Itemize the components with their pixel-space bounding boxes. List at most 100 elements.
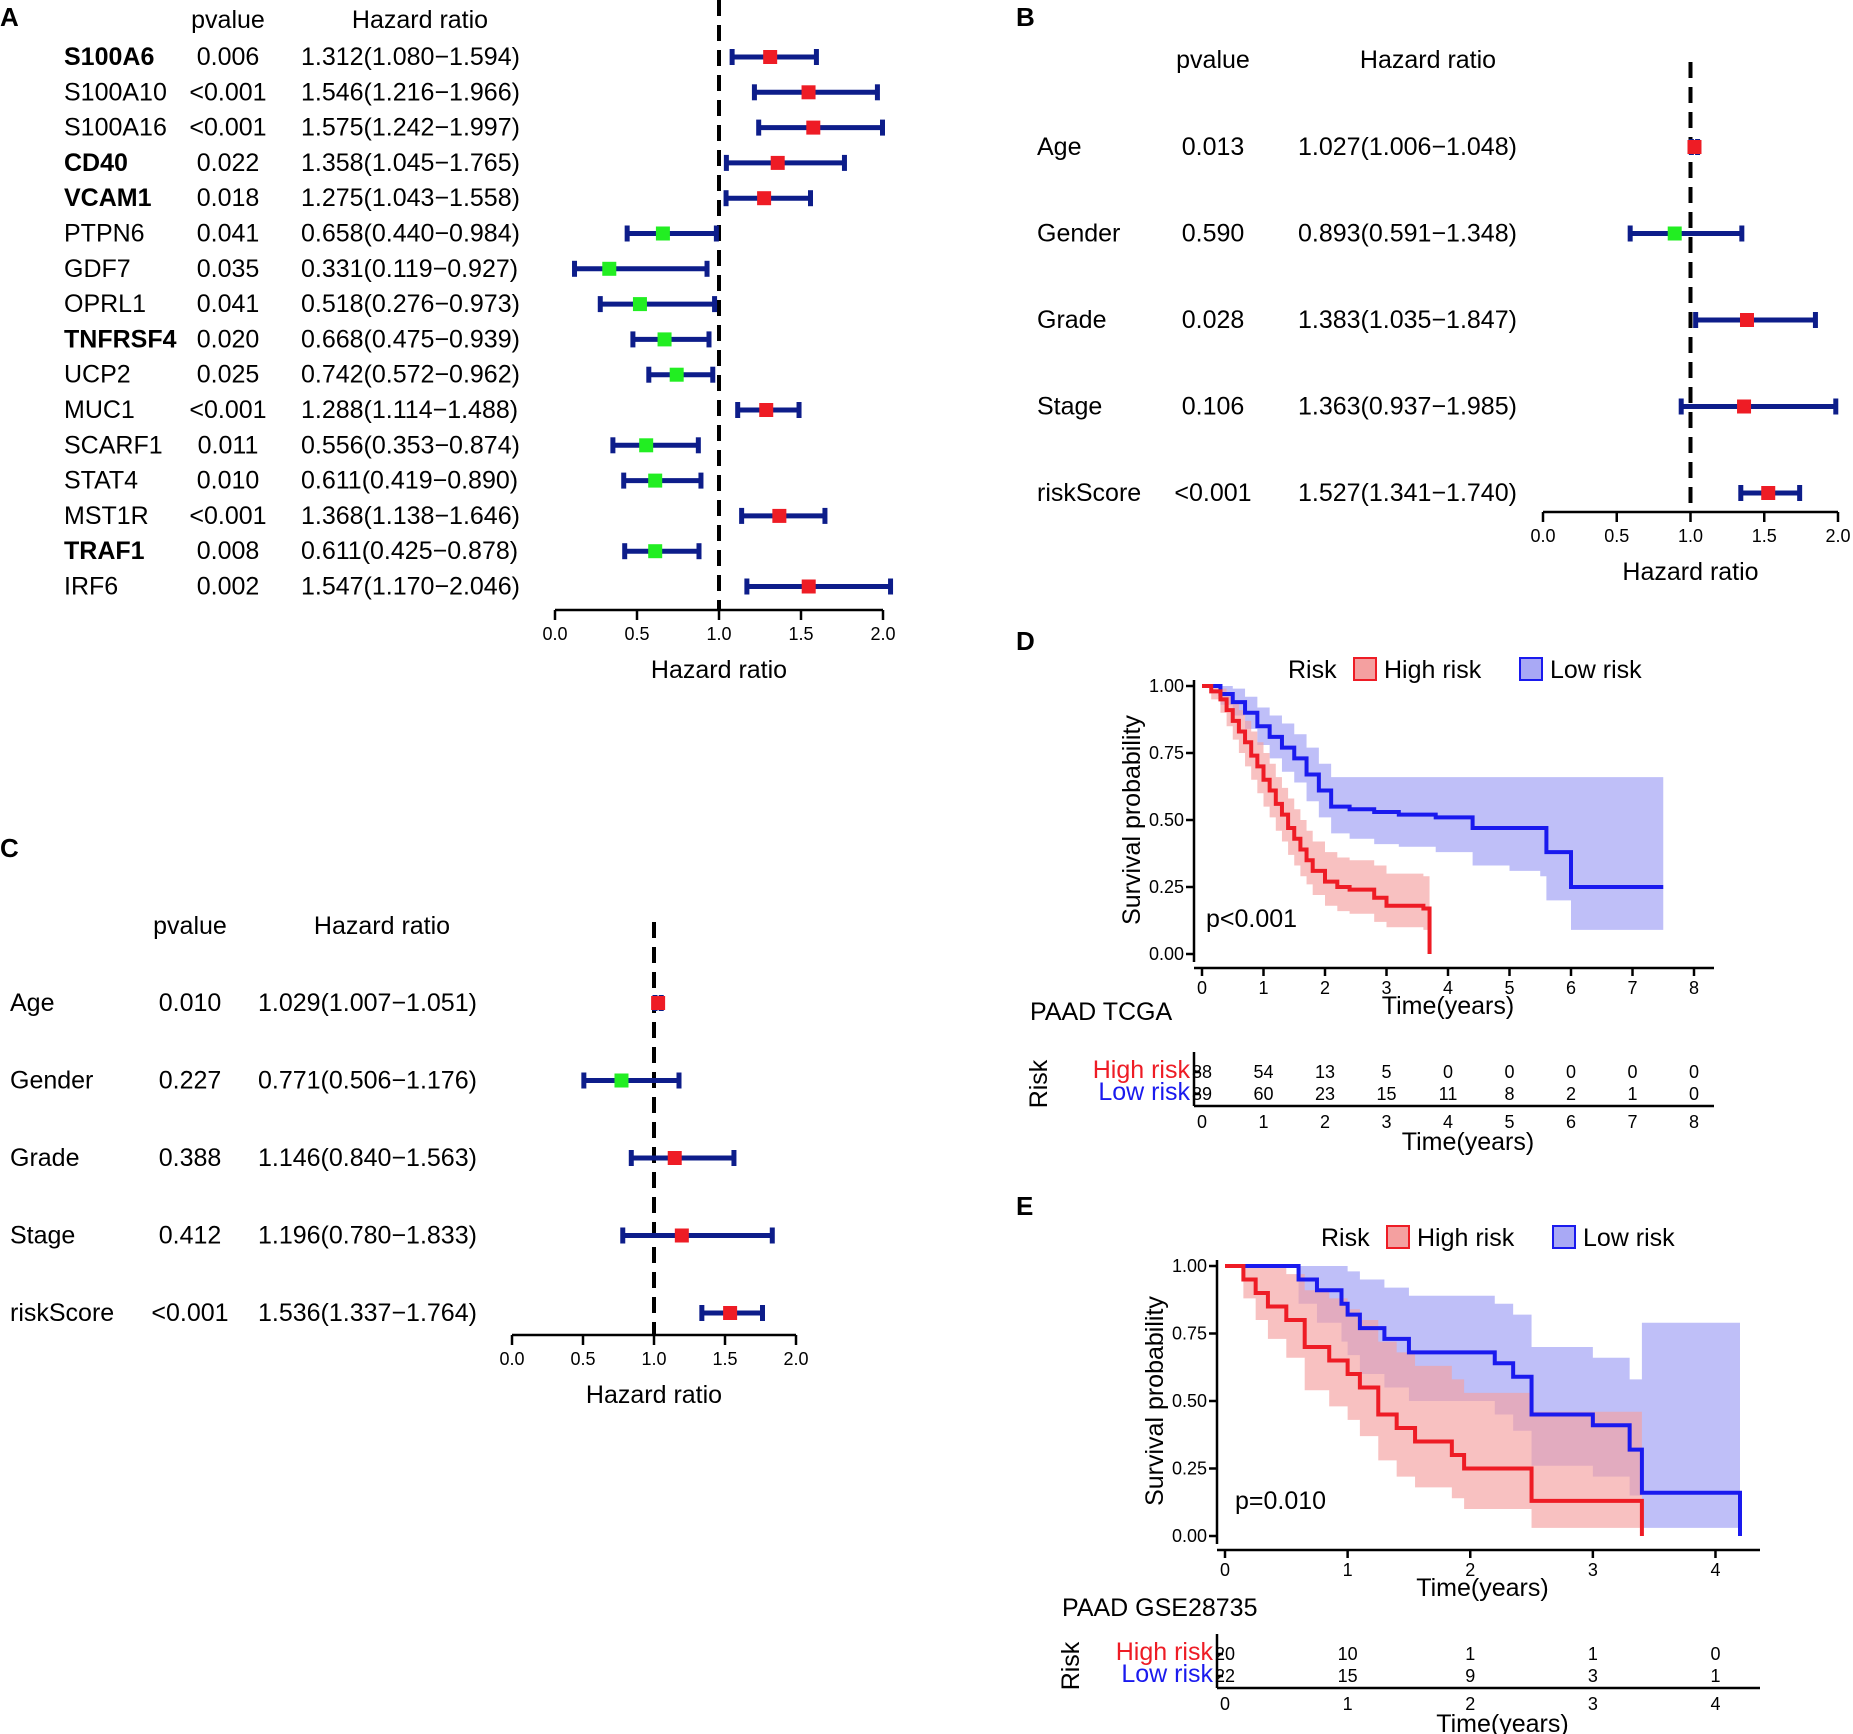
x-tick-label: 0.0 (499, 1349, 524, 1369)
x-tick-label: 0.0 (1530, 526, 1555, 546)
legend-swatch-low (1552, 1225, 1576, 1249)
row-hazard-ratio: 0.742(0.572−0.962) (301, 361, 520, 389)
risk-count: 8 (1504, 1084, 1514, 1104)
row-label: VCAM1 (64, 184, 152, 212)
risk-count: 0 (1627, 1062, 1637, 1082)
risk-count: 13 (1315, 1062, 1335, 1082)
risk-count: 0 (1566, 1062, 1576, 1082)
risk-time-label: 0 (1197, 1112, 1207, 1132)
risk-count: 2 (1566, 1084, 1576, 1104)
x-tick-label: 1.5 (788, 624, 813, 644)
row-label: Age (10, 989, 54, 1017)
row-hazard-ratio: 0.611(0.419−0.890) (301, 467, 518, 495)
x-tick-label: 0.0 (542, 624, 567, 644)
risk-time-label: 5 (1504, 1112, 1514, 1132)
row-pvalue: 0.010 (197, 467, 260, 495)
p-value-annotation: p=0.010 (1235, 1487, 1326, 1515)
risk-time-label: 1 (1258, 1112, 1268, 1132)
risk-row-label: High risk (1116, 1638, 1214, 1666)
row-hazard-ratio: 1.275(1.043−1.558) (301, 184, 520, 212)
row-hazard-ratio: 0.611(0.425−0.878) (301, 537, 518, 565)
panel-label: D (1016, 626, 1035, 656)
y-tick-label: 1.00 (1149, 676, 1184, 696)
risk-count: 9 (1465, 1666, 1475, 1686)
x-tick-label: 4 (1710, 1560, 1720, 1580)
risk-count: 60 (1253, 1084, 1273, 1104)
row-hazard-ratio: 1.029(1.007−1.051) (258, 989, 477, 1017)
column-header-pvalue: pvalue (153, 912, 227, 940)
survival-line-low-risk (1202, 684, 1664, 889)
risk-count: 20 (1215, 1644, 1235, 1664)
risk-time-label: 0 (1220, 1694, 1230, 1714)
hr-point (770, 155, 785, 170)
risk-table-x-title: Time(years) (1402, 1128, 1534, 1156)
risk-count: 1 (1588, 1644, 1598, 1664)
hr-point (759, 403, 774, 417)
row-label: Stage (10, 1222, 75, 1250)
row-pvalue: 0.006 (197, 43, 260, 71)
legend-high-label: High risk (1417, 1224, 1515, 1252)
row-label: MST1R (64, 502, 149, 530)
x-tick-label: 2.0 (1825, 526, 1850, 546)
legend-high-label: High risk (1384, 656, 1482, 684)
row-label: STAT4 (64, 467, 138, 495)
risk-time-label: 3 (1381, 1112, 1391, 1132)
risk-time-label: 6 (1566, 1112, 1576, 1132)
risk-row-label: High risk (1093, 1056, 1191, 1084)
row-label: S100A6 (64, 43, 154, 71)
row-label: TRAF1 (64, 537, 145, 565)
row-label: MUC1 (64, 396, 135, 424)
hr-point (1737, 399, 1752, 414)
hr-point (757, 191, 772, 206)
x-tick-label: 0.5 (570, 1349, 595, 1369)
row-pvalue: <0.001 (1174, 479, 1251, 507)
hr-point (1667, 226, 1682, 241)
row-hazard-ratio: 0.668(0.475−0.939) (301, 325, 520, 353)
row-hazard-ratio: 1.368(1.138−1.646) (301, 502, 520, 530)
row-pvalue: 0.022 (197, 149, 260, 177)
hr-point (648, 544, 663, 559)
row-label: Gender (1037, 220, 1120, 248)
column-header-hazard-ratio: Hazard ratio (352, 6, 488, 34)
x-tick-label: 1.0 (706, 624, 731, 644)
x-axis-title: Time(years) (1382, 992, 1514, 1020)
x-tick-label: 0 (1220, 1560, 1230, 1580)
hr-point (639, 438, 654, 453)
row-label: PTPN6 (64, 220, 145, 248)
hr-point (723, 1306, 738, 1320)
hr-point (1761, 486, 1776, 500)
risk-count: 0 (1504, 1062, 1514, 1082)
hr-point (772, 508, 787, 523)
row-pvalue: 0.035 (197, 255, 260, 283)
x-tick-label: 1 (1258, 978, 1268, 998)
row-hazard-ratio: 0.771(0.506−1.176) (258, 1067, 477, 1095)
row-label: IRF6 (64, 573, 118, 601)
y-tick-label: 0.00 (1149, 944, 1184, 964)
hr-point (801, 579, 816, 594)
x-tick-label: 0.5 (1604, 526, 1629, 546)
hr-point (806, 120, 821, 135)
x-tick-label: 3 (1381, 978, 1391, 998)
row-hazard-ratio: 0.893(0.591−1.348) (1298, 220, 1517, 248)
hr-point (763, 50, 778, 64)
risk-count: 23 (1315, 1084, 1335, 1104)
y-tick-label: 0.50 (1172, 1391, 1207, 1411)
legend-title: Risk (1321, 1224, 1370, 1252)
row-label: Grade (1037, 306, 1106, 334)
row-label: Grade (10, 1144, 79, 1172)
risk-row-label: Low risk (1098, 1078, 1190, 1106)
risk-count: 5 (1381, 1062, 1391, 1082)
ci-band-high-risk (1225, 1266, 1642, 1528)
hr-point (655, 226, 670, 241)
hr-point (1687, 140, 1702, 154)
row-hazard-ratio: 1.536(1.337−1.764) (258, 1299, 477, 1327)
x-axis-title: Hazard ratio (651, 656, 787, 684)
x-tick-label: 2 (1320, 978, 1330, 998)
risk-count: 0 (1710, 1644, 1720, 1664)
risk-count: 15 (1338, 1666, 1358, 1686)
row-pvalue: 0.010 (159, 989, 222, 1017)
risk-count: 1 (1710, 1666, 1720, 1686)
y-axis-title: Survival probability (1141, 1296, 1169, 1506)
